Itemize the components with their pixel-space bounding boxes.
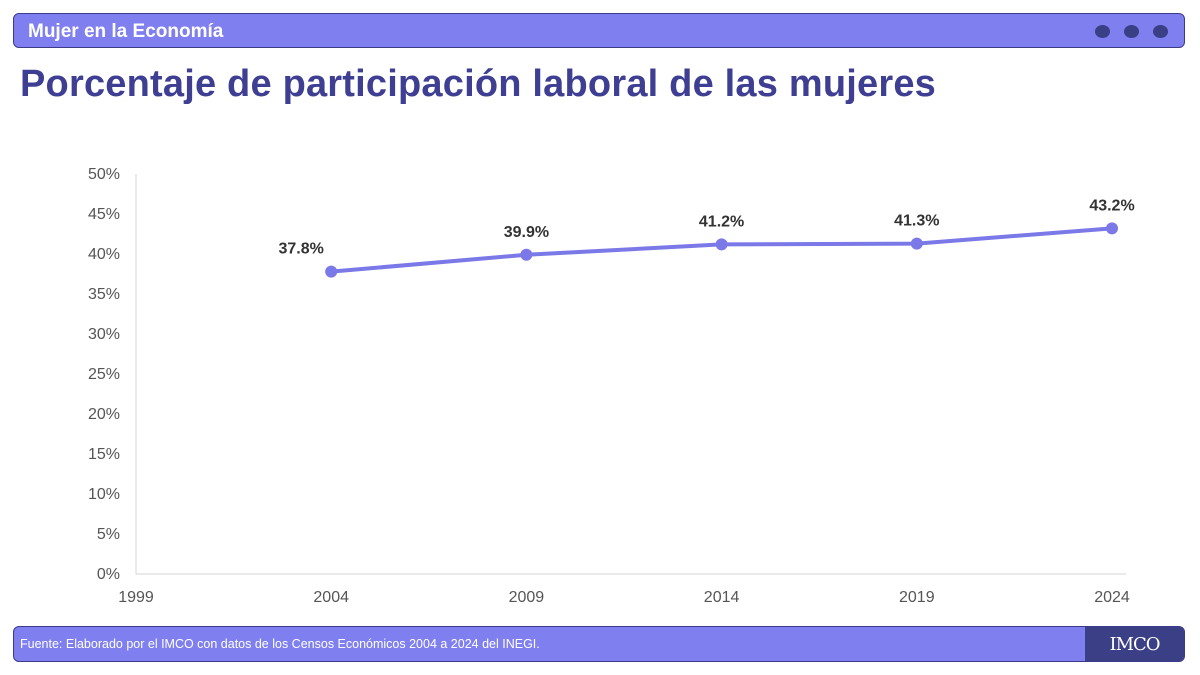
y-tick-label: 25% bbox=[88, 366, 120, 383]
x-tick-label: 2019 bbox=[899, 589, 935, 606]
data-label: 41.3% bbox=[894, 213, 939, 230]
x-tick-label: 2014 bbox=[704, 589, 740, 606]
y-tick-label: 35% bbox=[88, 286, 120, 303]
y-tick-label: 30% bbox=[88, 326, 120, 343]
data-label: 39.9% bbox=[504, 224, 549, 241]
y-tick-label: 45% bbox=[88, 206, 120, 223]
data-point bbox=[1106, 222, 1118, 235]
source-note: Fuente: Elaborado por el IMCO con datos … bbox=[20, 637, 540, 651]
data-point bbox=[325, 265, 338, 278]
data-point bbox=[910, 237, 923, 250]
y-tick-label: 20% bbox=[88, 406, 120, 423]
logo-text: IMCO bbox=[1109, 633, 1160, 655]
dot-icon bbox=[1095, 25, 1110, 38]
x-tick-label: 2009 bbox=[509, 589, 545, 606]
data-label: 41.2% bbox=[699, 213, 744, 230]
data-label: 43.2% bbox=[1089, 197, 1134, 214]
window-dots bbox=[1095, 25, 1168, 38]
data-label: 37.8% bbox=[279, 241, 324, 258]
section-title: Mujer en la Economía bbox=[28, 21, 224, 42]
imco-logo: IMCO bbox=[1085, 627, 1184, 661]
x-tick-label: 2024 bbox=[1094, 589, 1130, 606]
page-title: Porcentaje de participación laboral de l… bbox=[20, 63, 937, 105]
y-tick-label: 50% bbox=[88, 166, 120, 183]
data-point bbox=[520, 248, 533, 261]
dot-icon bbox=[1124, 25, 1139, 38]
data-point bbox=[715, 238, 728, 251]
y-tick-label: 5% bbox=[97, 526, 120, 543]
y-tick-label: 0% bbox=[97, 566, 120, 583]
y-tick-label: 40% bbox=[88, 246, 120, 263]
top-banner: Mujer en la Economía bbox=[13, 13, 1185, 48]
y-tick-label: 10% bbox=[88, 486, 120, 503]
x-tick-label: 1999 bbox=[118, 589, 154, 606]
footer-bar: Fuente: Elaborado por el IMCO con datos … bbox=[13, 626, 1185, 662]
dot-icon bbox=[1153, 25, 1168, 38]
x-tick-label: 2004 bbox=[313, 589, 349, 606]
y-tick-label: 15% bbox=[88, 446, 120, 463]
